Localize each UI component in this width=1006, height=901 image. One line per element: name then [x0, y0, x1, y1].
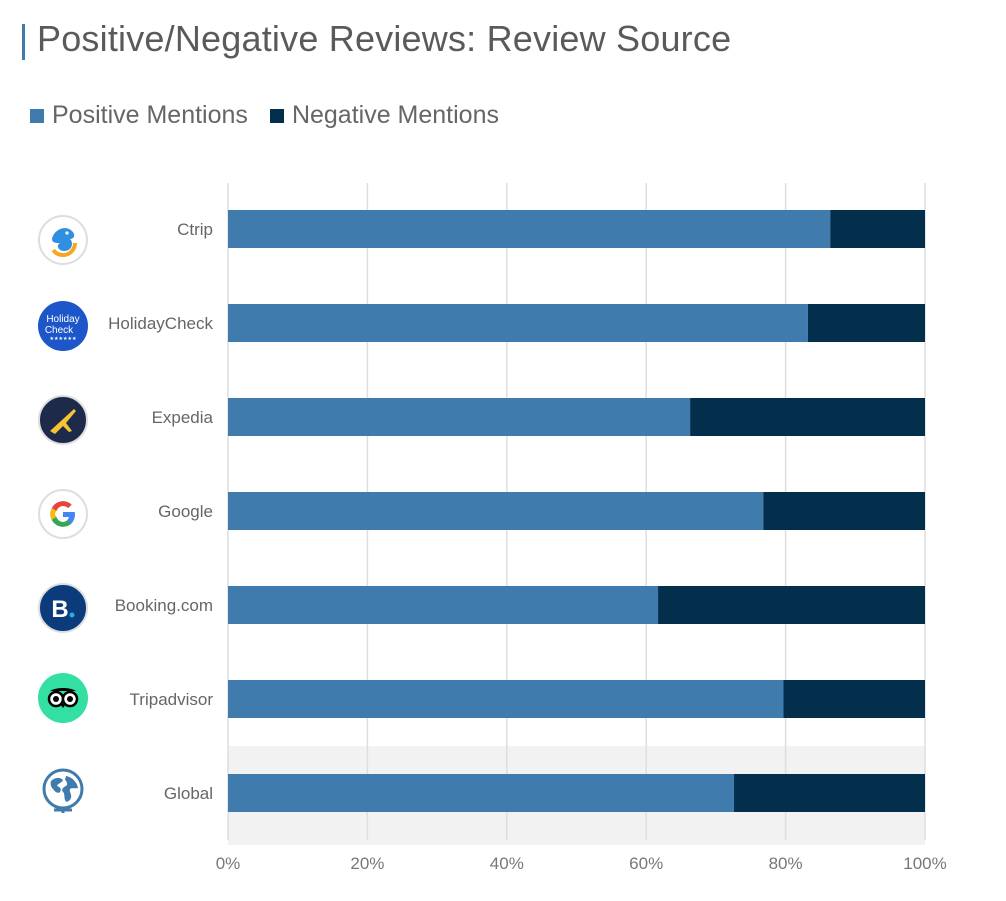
- bar-positive-global: [228, 774, 735, 812]
- legend-swatch-positive: [30, 108, 44, 123]
- x-tick-label-0: 0%: [216, 854, 241, 873]
- bar-positive-booking-com: [228, 586, 659, 624]
- bar-negative-tripadvisor: [783, 680, 925, 718]
- svg-text:★★★★★★: ★★★★★★: [50, 336, 77, 342]
- bar-positive-ctrip: [228, 210, 831, 248]
- bar-negative-ctrip: [830, 210, 925, 248]
- legend-label-negative: Negative Mentions: [291, 101, 499, 129]
- legend-item-positive: Positive Mentions: [30, 101, 248, 130]
- google-logo-icon: [38, 489, 88, 539]
- category-label-expedia: Expedia: [152, 408, 214, 427]
- x-tick-label-20: 20%: [350, 854, 384, 873]
- holidaycheck-text-2: Check: [45, 325, 74, 336]
- bar-positive-google: [228, 492, 764, 530]
- legend-label-positive: Positive Mentions: [52, 101, 248, 129]
- holidaycheck-text-1: Holiday: [46, 314, 79, 325]
- bar-negative-booking-com: [658, 586, 925, 624]
- x-tick-label-40: 40%: [490, 854, 524, 873]
- ctrip-logo-icon: [38, 215, 88, 265]
- bar-negative-global: [734, 774, 925, 812]
- category-label-global: Global: [164, 784, 213, 803]
- x-tick-label-100: 100%: [903, 854, 946, 873]
- expedia-logo-icon: [38, 395, 88, 445]
- legend: Positive Mentions Negative Mentions: [30, 101, 521, 130]
- bar-positive-holidaycheck: [228, 304, 808, 342]
- booking-logo-icon: B: [38, 583, 88, 633]
- category-label-booking-com: Booking.com: [115, 596, 213, 615]
- chart-title: Positive/Negative Reviews: Review Source: [37, 18, 732, 59]
- bar-positive-tripadvisor: [228, 680, 784, 718]
- globe-icon: [38, 767, 88, 817]
- category-label-tripadvisor: Tripadvisor: [130, 690, 214, 709]
- category-label-holidaycheck: HolidayCheck: [108, 314, 213, 333]
- category-label-ctrip: Ctrip: [177, 220, 213, 239]
- bar-negative-expedia: [690, 398, 925, 436]
- category-label-google: Google: [158, 502, 213, 521]
- title-accent-bar: [22, 24, 25, 60]
- bar-negative-google: [763, 492, 925, 530]
- tripadvisor-logo-icon: [38, 673, 88, 723]
- booking-logo-letter: B: [51, 596, 68, 623]
- bar-negative-holidaycheck: [807, 304, 925, 342]
- holidaycheck-logo-icon: Holiday Check ★★★★★★: [38, 301, 88, 351]
- legend-swatch-negative: [269, 108, 284, 123]
- x-tick-label-80: 80%: [769, 854, 803, 873]
- bar-positive-expedia: [228, 398, 691, 436]
- x-tick-label-60: 60%: [629, 854, 663, 873]
- legend-item-negative: Negative Mentions: [269, 101, 499, 130]
